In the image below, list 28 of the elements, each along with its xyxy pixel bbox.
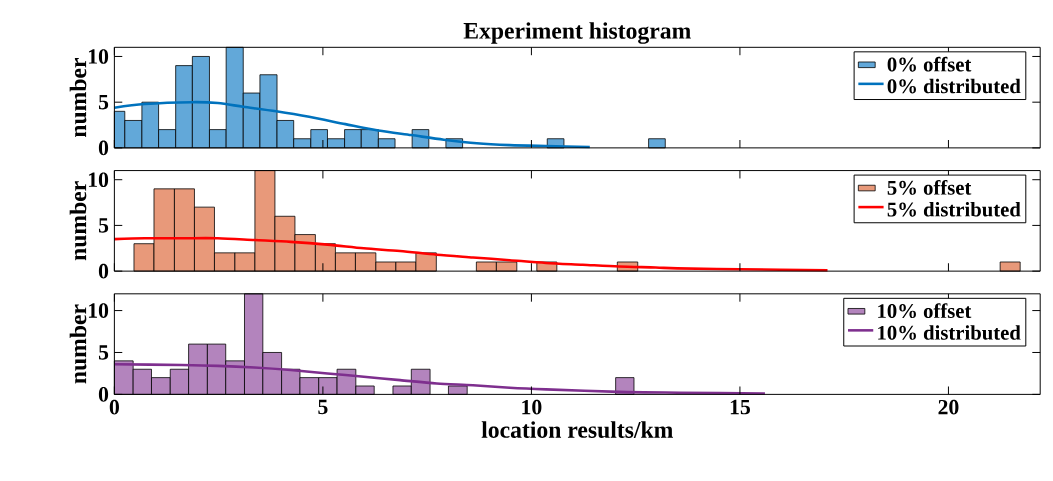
- y-tick-label: 5: [98, 345, 109, 360]
- x-tick-label: 10: [522, 399, 542, 415]
- y-tick-label: 10: [88, 172, 109, 187]
- legend-label: 10% distributed: [878, 325, 1021, 340]
- line-series: [113, 362, 767, 395]
- x-tick-label: 20: [938, 399, 959, 415]
- legend-label: 5% offset: [887, 179, 972, 195]
- y-tick-label: 0: [98, 263, 109, 279]
- line-series: [113, 236, 829, 272]
- y-tick-label: 0: [98, 387, 109, 402]
- y-tick-label: 5: [98, 94, 109, 110]
- y-tick-label: 10: [88, 303, 109, 318]
- legend-label: 0% distributed: [887, 78, 1021, 94]
- x-axis-title: location results/km: [481, 421, 673, 438]
- y-axis-title: number: [69, 304, 87, 384]
- y-tick-label: 10: [88, 49, 109, 64]
- x-tick-label: 15: [730, 399, 750, 415]
- y-tick-label: 0: [98, 140, 109, 156]
- legend-label: 5% distributed: [887, 201, 1021, 217]
- y-axis-title: number: [69, 181, 87, 261]
- legend-label: 10% offset: [878, 303, 972, 319]
- chart-title: Experiment histogram: [463, 22, 691, 44]
- y-axis-title: number: [69, 57, 87, 138]
- x-tick-label: 5: [318, 399, 328, 415]
- legend-label: 0% offset: [887, 56, 972, 72]
- line-series: [113, 100, 592, 149]
- x-tick-label: 0: [109, 399, 119, 415]
- y-tick-label: 5: [98, 218, 109, 233]
